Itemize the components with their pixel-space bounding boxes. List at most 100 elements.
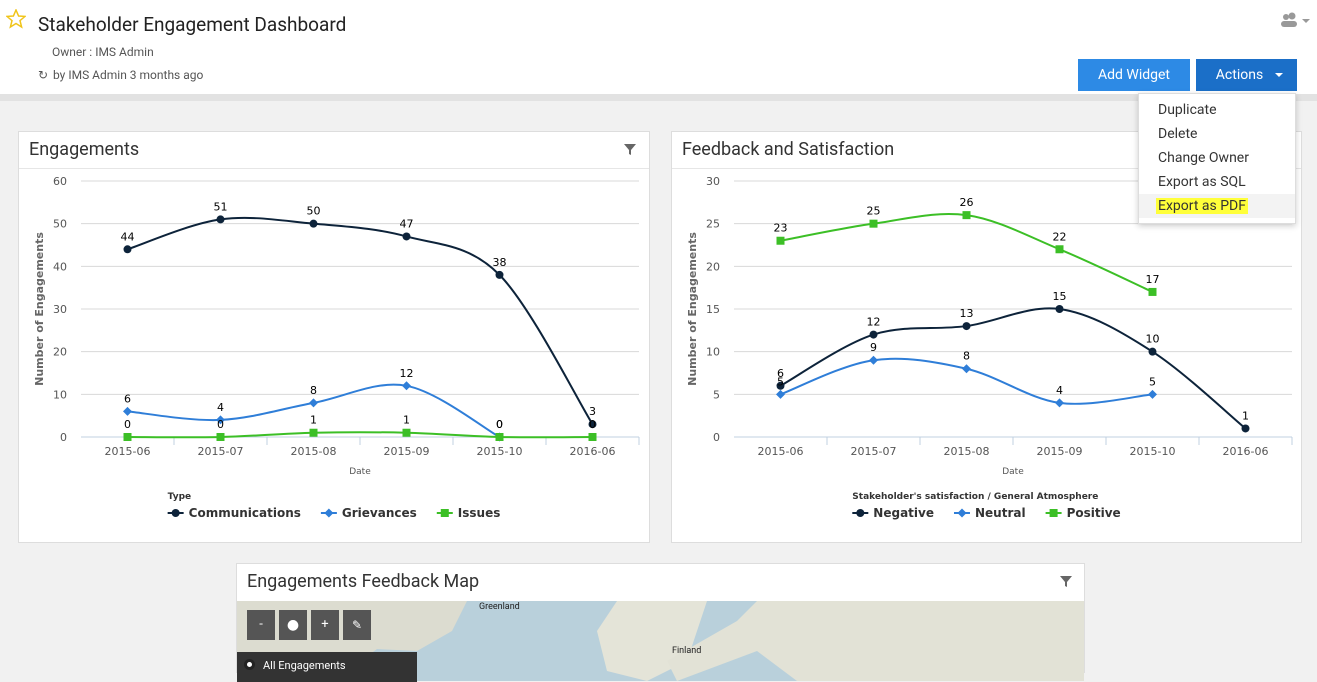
point: [869, 219, 878, 228]
point: [1055, 245, 1064, 254]
point: [1055, 305, 1064, 313]
x-tick-label: 2015-07: [851, 445, 897, 458]
x-tick-label: 2015-08: [291, 445, 337, 458]
data-label: 3: [589, 405, 596, 418]
point: [402, 381, 411, 391]
x-tick-label: 2015-09: [1037, 445, 1083, 458]
legend-label: Positive: [1067, 506, 1121, 520]
point: [776, 389, 785, 399]
users-icon[interactable]: [1280, 12, 1312, 28]
legend-item[interactable]: Positive: [1045, 506, 1121, 520]
point: [402, 428, 411, 437]
data-label: 4: [1056, 384, 1063, 397]
data-label: 0: [496, 418, 503, 431]
y-tick-label: 20: [53, 346, 67, 359]
legend-label: Grievances: [342, 506, 417, 520]
actions-label: Actions: [1215, 67, 1264, 83]
star-icon[interactable]: [6, 9, 26, 29]
x-tick-label: 2015-10: [1130, 445, 1176, 458]
point: [1148, 347, 1157, 356]
legend-label: Communications: [189, 506, 301, 520]
x-tick-label: 2016-06: [570, 445, 616, 458]
legend-item[interactable]: Issues: [436, 506, 501, 520]
filter-icon[interactable]: [623, 142, 637, 156]
layer-panel[interactable]: All Engagements: [237, 652, 417, 682]
y-tick-label: 25: [706, 218, 720, 231]
filter-icon[interactable]: [1059, 574, 1073, 588]
data-label: 12: [867, 316, 881, 329]
series-line: [780, 307, 1247, 430]
caret: [1275, 73, 1283, 81]
point: [123, 406, 132, 416]
point: [171, 509, 180, 517]
point: [216, 415, 225, 425]
point: [1148, 287, 1157, 296]
point: [440, 509, 449, 517]
data-label: 13: [960, 307, 974, 320]
point: [1148, 389, 1157, 399]
point: [495, 270, 504, 279]
add-widget-button[interactable]: Add Widget: [1078, 59, 1190, 91]
y-tick-label: 60: [53, 175, 67, 188]
widget-title: Feedback and Satisfaction: [682, 139, 895, 160]
data-label: 0: [496, 418, 503, 431]
menu-item-label: Export as PDF: [1156, 198, 1248, 214]
y-tick-label: 20: [706, 260, 720, 273]
y-tick-label: 50: [53, 218, 67, 231]
y-tick-label: 30: [53, 303, 67, 316]
y-tick-label: 0: [713, 431, 720, 444]
y-tick-label: 5: [713, 388, 720, 401]
y-tick-label: 30: [706, 175, 720, 188]
data-label: 1: [1242, 409, 1249, 422]
point: [324, 508, 334, 518]
point: [1241, 424, 1250, 433]
point: [123, 433, 132, 441]
data-label: 0: [589, 418, 596, 431]
y-tick-label: 15: [706, 303, 720, 316]
data-label: 4: [217, 401, 224, 414]
legend-item[interactable]: Grievances: [320, 506, 417, 520]
point: [962, 211, 971, 220]
draw-button[interactable]: ✎: [343, 610, 371, 640]
actions-button[interactable]: Actions: [1196, 59, 1297, 91]
data-label: 44: [121, 230, 135, 243]
point: [869, 330, 878, 339]
menu-item[interactable]: Change Owner: [1158, 150, 1249, 166]
x-axis-label: Date: [349, 467, 371, 477]
menu-item[interactable]: Duplicate: [1158, 102, 1217, 118]
legend-label: Neutral: [975, 506, 1026, 520]
layer-name: All Engagements: [263, 659, 346, 672]
refresh-icon[interactable]: ↻: [38, 68, 49, 82]
menu-item[interactable]: Export as SQL: [1158, 174, 1246, 190]
legend-item[interactable]: Neutral: [953, 506, 1026, 520]
zoom-out[interactable]: -: [247, 610, 275, 640]
data-label: 0: [217, 418, 224, 431]
legend-item[interactable]: Negative: [852, 506, 934, 520]
menu-item[interactable]: Export as PDF: [1139, 194, 1295, 218]
y-tick-label: 10: [706, 346, 720, 359]
x-axis-label: Date: [1002, 467, 1024, 477]
point: [123, 245, 132, 254]
actions-menu: Duplicate Delete Change Owner Export as …: [1138, 93, 1296, 224]
zoom-in[interactable]: +: [311, 610, 339, 640]
data-label: 9: [870, 341, 877, 354]
x-tick-label: 2015-06: [105, 445, 151, 458]
point: [776, 236, 785, 245]
data-label: 1: [403, 414, 410, 427]
x-tick-label: 2015-08: [944, 445, 990, 458]
x-tick-label: 2015-07: [198, 445, 244, 458]
globe-button[interactable]: ●: [279, 610, 307, 640]
legend-item[interactable]: Communications: [167, 506, 301, 520]
place-label: Greenland: [479, 602, 520, 612]
y-tick-label: 40: [53, 260, 67, 273]
x-tick-label: 2015-09: [384, 445, 430, 458]
menu-item[interactable]: Delete: [1158, 126, 1198, 142]
point: [216, 433, 225, 441]
header: Stakeholder Engagement Dashboard Owner :…: [0, 0, 1317, 101]
x-tick-label: 2016-06: [1223, 445, 1269, 458]
data-label: 51: [214, 200, 228, 213]
map[interactable]: Greenland Finland - ● + ✎ All Engagement…: [237, 601, 1084, 682]
